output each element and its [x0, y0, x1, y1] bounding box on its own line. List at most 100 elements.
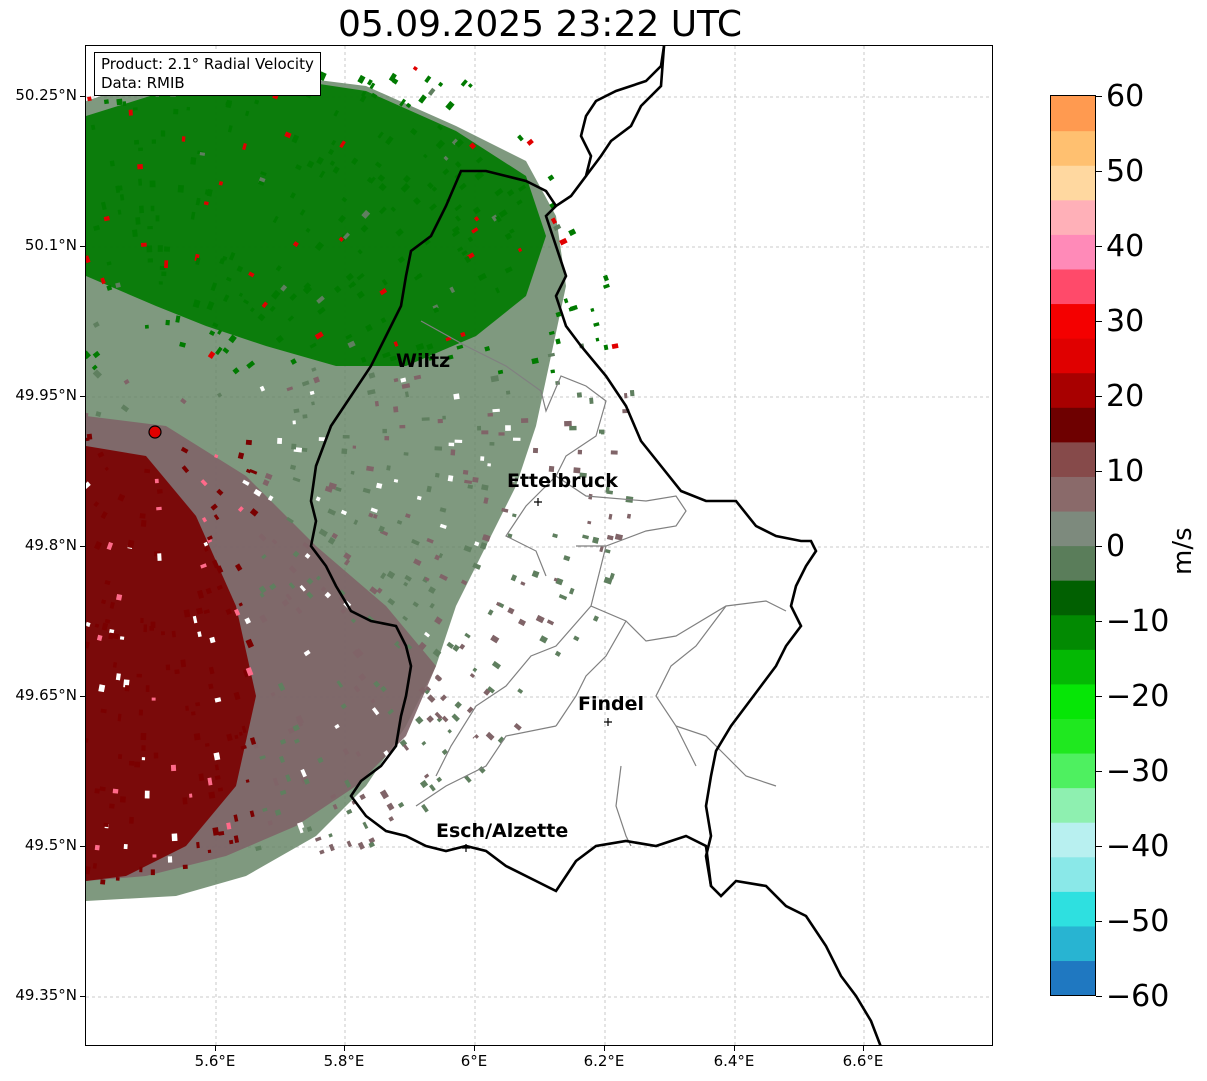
echo-gate [286, 516, 294, 524]
echo-gate [151, 139, 156, 144]
echo-gate [400, 377, 407, 383]
echo-gate [386, 570, 396, 579]
echo-gate [301, 380, 310, 387]
city-markers [462, 498, 612, 852]
echo-gate [395, 228, 404, 237]
echo-gate [143, 624, 148, 633]
echo-gate [396, 519, 403, 525]
echo-gate [306, 591, 314, 599]
echo-gate [631, 480, 640, 487]
lon-tick-mark [734, 1046, 735, 1051]
colorbar-band [1051, 407, 1095, 443]
echo-gate [353, 519, 359, 526]
echo-gate [192, 615, 198, 624]
echo-gate [451, 229, 460, 238]
radar-site-marker[interactable] [148, 425, 162, 439]
echo-gate [226, 822, 232, 830]
echo-gate [357, 74, 366, 84]
echo-gate [445, 336, 452, 342]
echo-gate [285, 774, 292, 782]
echo-gate [288, 582, 296, 589]
echo-gate [450, 449, 456, 456]
echo-gate [397, 801, 405, 809]
echo-gate [350, 470, 355, 475]
echo-gate [453, 393, 460, 400]
echo-gate [531, 357, 539, 365]
echo-gate [160, 130, 166, 137]
echo-gate [264, 472, 273, 480]
echo-gate [381, 278, 388, 286]
echo-gate [122, 101, 127, 107]
echo-gate [95, 411, 102, 417]
echo-gate [439, 523, 447, 530]
colorbar-tick-label: 40 [1106, 229, 1145, 264]
echo-gate [495, 215, 502, 223]
echo-gate [153, 752, 159, 759]
echo-gate [280, 284, 288, 292]
echo-gate [548, 465, 555, 473]
echo-gate [117, 754, 123, 760]
echo-gate [86, 437, 90, 442]
echo-gate [467, 484, 474, 490]
colorbar-band [1051, 130, 1095, 166]
echo-gate [295, 715, 305, 725]
echo-gate [569, 425, 577, 431]
echo-gate [174, 669, 180, 675]
echo-gate [115, 282, 121, 288]
echo-gate [553, 223, 562, 231]
echo-gate [139, 513, 146, 519]
echo-gate [345, 333, 353, 340]
echo-gate [378, 183, 387, 192]
echo-gate [338, 214, 346, 224]
echo-gate [467, 83, 473, 89]
colorbar-band [1051, 476, 1095, 512]
echo-gate [292, 420, 296, 425]
echo-gate [457, 246, 464, 253]
echo-gate [614, 533, 624, 541]
echo-gate [259, 614, 268, 624]
colorbar-tick-label: 0 [1106, 529, 1126, 564]
echo-gate [217, 787, 224, 792]
echo-gate [350, 618, 356, 624]
city-label-esch-alzette: Esch/Alzette [436, 820, 569, 842]
echo-gate [94, 788, 100, 794]
radar-map[interactable] [85, 45, 993, 1046]
echo-gate [106, 285, 113, 291]
echo-gate [167, 856, 173, 863]
echo-gate [275, 335, 284, 344]
echo-gate [112, 788, 119, 794]
colorbar-tick-mark [1096, 921, 1102, 922]
echo-gate [359, 94, 367, 103]
echo-gate [620, 432, 629, 437]
echo-gate [521, 597, 531, 606]
echo-gate [495, 287, 500, 294]
colorbar-tick-label: −60 [1106, 979, 1170, 1014]
echo-gate [518, 184, 527, 192]
echo-gate [313, 376, 320, 384]
echo-gate [454, 701, 462, 709]
echo-gate [343, 559, 351, 566]
echo-gate [136, 673, 143, 678]
echo-gate [474, 216, 480, 222]
colorbar-tick-mark [1096, 96, 1102, 97]
echo-gate [193, 733, 201, 741]
echo-gate [260, 171, 267, 176]
velocity-echoes [86, 62, 640, 901]
echo-gate [212, 322, 219, 328]
echo-gate [353, 685, 361, 693]
echo-gate [413, 558, 422, 566]
echo-gate [532, 447, 539, 454]
echo-gate [424, 686, 432, 693]
city-label-findel: Findel [578, 693, 645, 715]
echo-gate [267, 495, 274, 502]
echo-gate [292, 241, 299, 248]
echo-gate [397, 256, 406, 264]
echo-gate [446, 641, 455, 649]
echo-gate [609, 572, 615, 580]
echo-gate [348, 283, 353, 289]
echo-gate [369, 586, 378, 595]
echo-gate [550, 217, 558, 225]
echo-gate [216, 488, 224, 496]
echo-gate [504, 266, 513, 274]
echo-gate [491, 660, 502, 670]
